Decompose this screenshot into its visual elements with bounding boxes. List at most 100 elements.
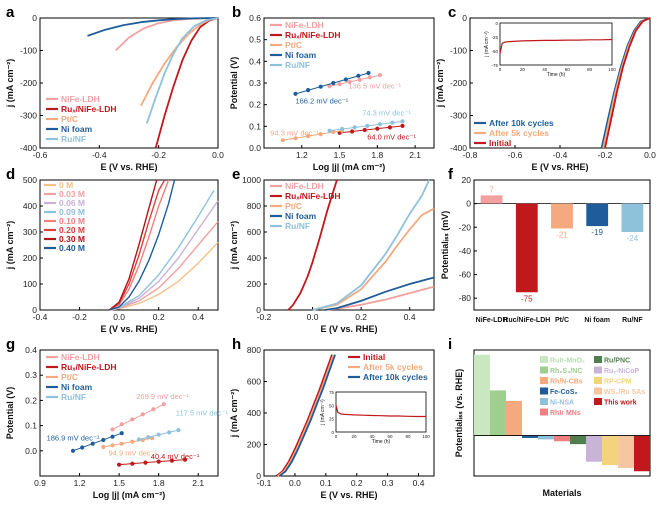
category-label: Ru/NF bbox=[622, 317, 643, 324]
y-tick-label: 600 bbox=[247, 227, 261, 237]
y-tick-label: 800 bbox=[247, 201, 261, 211]
legend-entry: NiFe-LDH bbox=[285, 181, 324, 191]
category-label: Ni foam bbox=[584, 317, 610, 324]
bar bbox=[618, 435, 634, 468]
legend-entry: RuIr-MnO₂ bbox=[550, 358, 585, 365]
legend-entry: Ruₓ/NiFe-LDH bbox=[285, 30, 341, 40]
x-tick-label: -0.2 bbox=[72, 312, 87, 322]
plot-frame bbox=[39, 349, 219, 477]
y-tick-label: 0.1 bbox=[249, 121, 261, 131]
x-tick-label: -0.8 bbox=[463, 150, 478, 160]
bar bbox=[506, 400, 522, 436]
x-tick-label: -0.2 bbox=[151, 150, 166, 160]
fit-line bbox=[119, 459, 186, 466]
series-line bbox=[108, 179, 170, 311]
series-line bbox=[604, 17, 651, 149]
legend-entry: Pt/C bbox=[61, 114, 78, 124]
series-line bbox=[87, 17, 219, 37]
x-tick-label: 2.1 bbox=[192, 478, 204, 488]
y-tick-label: -100 bbox=[450, 46, 467, 56]
panel-label: h bbox=[232, 336, 241, 353]
legend-entry: NiFe-LDH bbox=[285, 20, 324, 30]
inset-x-tick-label: 40 bbox=[542, 67, 548, 72]
bar-value-label: 7 bbox=[489, 185, 494, 194]
x-axis-label: E (V vs. RHE) bbox=[531, 162, 588, 172]
inset-y-tick-label: -25 bbox=[491, 35, 498, 40]
legend-entry: Ru/NF bbox=[285, 221, 310, 231]
legend-entry: RhIr MNs bbox=[550, 410, 581, 417]
panel-a: a -0.6 -0.4 -0.2 0.0 -400 -300 -200 -100 0 E (V vs… bbox=[5, 4, 224, 172]
series-line bbox=[108, 179, 158, 311]
x-tick-label: 0.9 bbox=[34, 478, 46, 488]
series-line bbox=[275, 354, 333, 477]
legend-swatch bbox=[594, 356, 602, 363]
y-axis-label: Potentialᵢₛₛ (mV) bbox=[440, 211, 450, 280]
bar bbox=[538, 435, 554, 440]
panel-label: i bbox=[448, 336, 452, 353]
legend-swatch bbox=[540, 356, 548, 363]
bar-value-label: -75 bbox=[521, 294, 533, 303]
legend-swatch bbox=[594, 366, 602, 374]
series-line bbox=[108, 179, 176, 311]
x-tick-label: -0.4 bbox=[33, 312, 48, 322]
legend-entry: Ruₓ/NiFe-LDH bbox=[61, 104, 117, 114]
panel-label: g bbox=[6, 336, 15, 353]
legend-entry: 0.09 M bbox=[59, 207, 85, 217]
legend-entry: NiFe-LDH bbox=[61, 352, 100, 362]
y-tick-label: 0.4 bbox=[25, 345, 37, 355]
x-axis-label: E (V vs. RHE) bbox=[320, 324, 377, 334]
slope-annotation: 117.5 mV dec⁻¹ bbox=[176, 409, 229, 418]
legend-entry: Pt/C bbox=[285, 201, 302, 211]
x-tick-label: 0.2 bbox=[351, 478, 363, 488]
inset-y-axis-label: j (mA cm⁻²) bbox=[320, 399, 326, 426]
bar bbox=[554, 435, 570, 442]
legend-entry: Pt/C bbox=[285, 40, 302, 50]
panel-label: c bbox=[448, 4, 456, 21]
series-line bbox=[277, 354, 335, 477]
inset-x-tick-label: 20 bbox=[351, 434, 357, 439]
legend-entry: Ni foam bbox=[285, 50, 317, 60]
inset-y-axis-label: j (mA cm⁻²) bbox=[484, 31, 490, 58]
y-axis-label: j (mA cm⁻²) bbox=[5, 59, 15, 108]
series-line bbox=[287, 179, 338, 311]
series-line bbox=[145, 17, 219, 124]
y-tick-label: 0.2 bbox=[249, 100, 261, 110]
inset-x-tick-label: 60 bbox=[387, 434, 393, 439]
inset-x-axis-label: Time (h) bbox=[547, 72, 566, 78]
inset-y-tick-label: -50 bbox=[491, 49, 498, 54]
inset-frame bbox=[335, 391, 427, 433]
data-point bbox=[377, 73, 382, 78]
x-tick-label: 1.5 bbox=[334, 150, 346, 160]
legend-entry: 0.06 M bbox=[59, 198, 85, 208]
legend-swatch bbox=[594, 377, 602, 384]
series-line bbox=[335, 405, 426, 418]
legend-entry: 0.10 M bbox=[59, 216, 85, 226]
legend-entry: Ruₓ-NiCoP bbox=[604, 368, 640, 375]
y-axis-label: j (mA cm⁻²) bbox=[229, 389, 239, 438]
fit-line bbox=[72, 432, 122, 452]
y-axis-label: j (mA cm⁻²) bbox=[229, 221, 239, 270]
legend-entry: RP-CPM bbox=[604, 379, 632, 386]
y-tick-label: 0.0 bbox=[25, 446, 37, 456]
y-tick-label: 0 bbox=[466, 199, 471, 209]
y-tick-label: 600 bbox=[247, 377, 261, 387]
legend-swatch bbox=[540, 398, 548, 405]
legend-entry: After 5k cycles bbox=[363, 362, 423, 372]
x-tick-label: -0.2 bbox=[257, 312, 272, 322]
x-tick-label: 0.3 bbox=[382, 478, 394, 488]
inset-x-tick-label: 20 bbox=[520, 67, 526, 72]
panel-label: d bbox=[6, 166, 15, 183]
y-tick-label: 200 bbox=[247, 279, 261, 289]
slope-annotation: 136.5 mV dec⁻¹ bbox=[348, 81, 401, 90]
bar bbox=[551, 203, 573, 229]
panel-i: i Materials Potentialᵢₛₛ (vs. RHE) RuIr-MnO… bbox=[448, 336, 651, 498]
panel-b: b 1.2 1.5 1.8 2.1 0.0 0.1 0.2 0.3 0.4 0.5 0.6 Log |j… bbox=[229, 4, 435, 172]
y-tick-label: -200 bbox=[20, 78, 37, 88]
legend-entry: Ru/NF bbox=[61, 392, 86, 402]
fit-line bbox=[103, 437, 153, 448]
slope-annotation: 40.4 mV dec⁻¹ bbox=[151, 452, 200, 461]
bar bbox=[586, 435, 602, 462]
y-tick-label: 200 bbox=[247, 440, 261, 450]
y-tick-label: 100 bbox=[23, 279, 37, 289]
x-tick-label: -0.6 bbox=[508, 150, 523, 160]
